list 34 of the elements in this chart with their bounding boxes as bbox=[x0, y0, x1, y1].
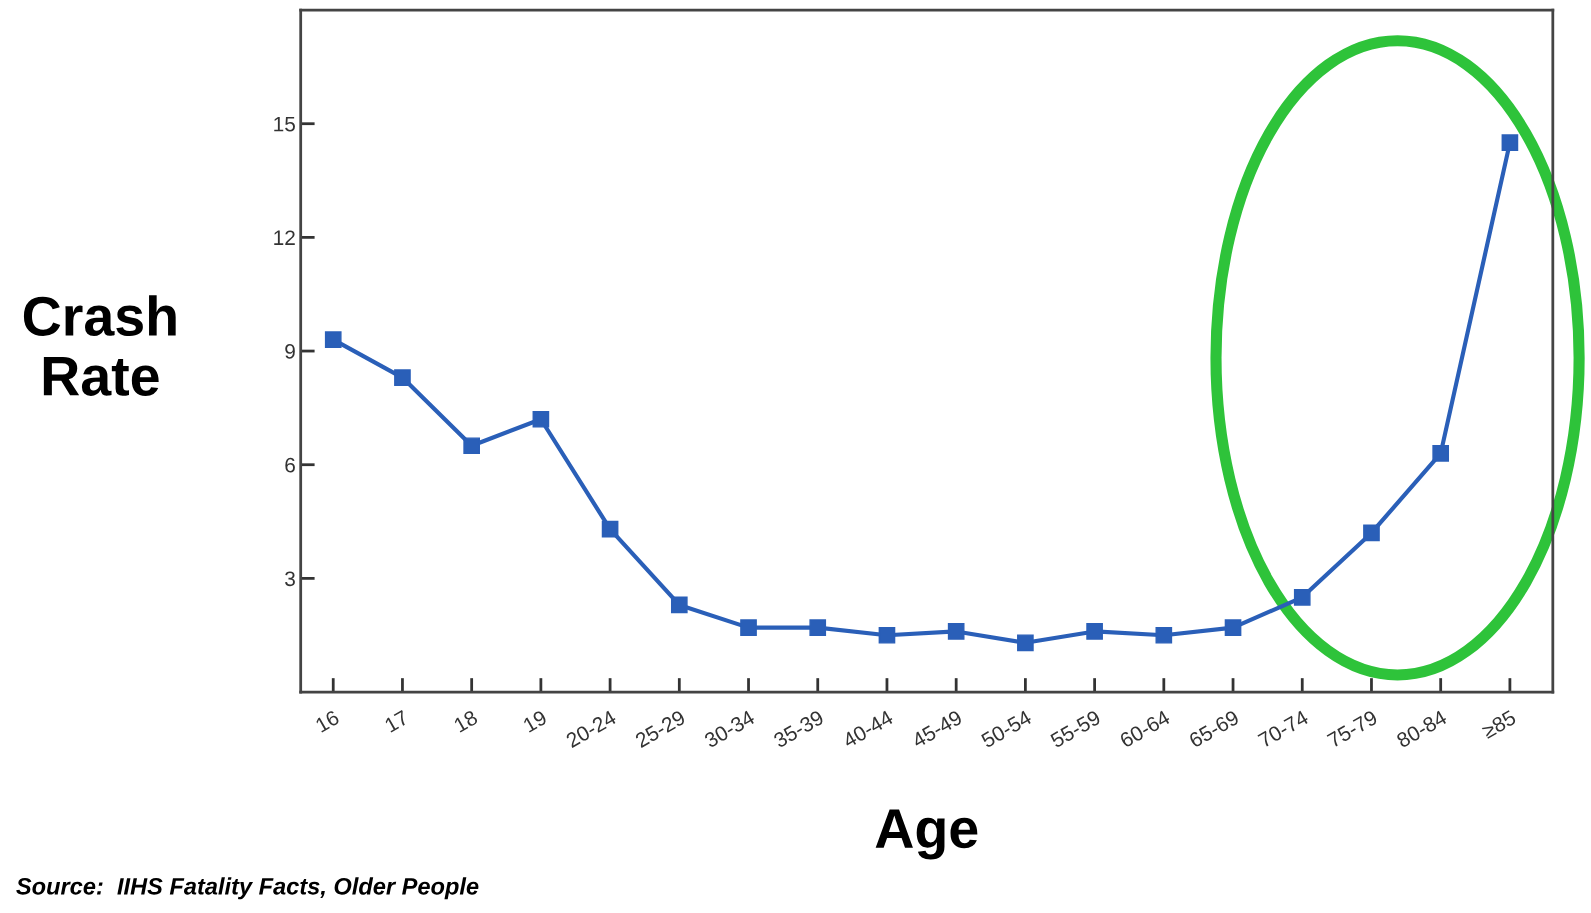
x-tick-label: 40-44 bbox=[841, 709, 895, 749]
point bbox=[878, 626, 896, 644]
source-note: Source: IIHS Fatality Facts, Older People bbox=[16, 877, 479, 900]
x-axis-title: Age bbox=[875, 809, 978, 860]
y-tick-label: 3 bbox=[285, 571, 295, 587]
point bbox=[1363, 524, 1380, 542]
point bbox=[1432, 445, 1450, 462]
point bbox=[947, 623, 965, 640]
y-tick-label: 12 bbox=[274, 230, 295, 245]
point bbox=[324, 331, 342, 349]
point bbox=[809, 619, 827, 636]
x-tick-label: 70-74 bbox=[1257, 709, 1310, 749]
x-tick-label: 18 bbox=[453, 709, 479, 733]
x-tick-label: 19 bbox=[522, 709, 548, 733]
point bbox=[1017, 634, 1034, 652]
x-tick-label: 45-49 bbox=[910, 709, 963, 749]
point bbox=[670, 596, 688, 614]
point bbox=[1224, 619, 1242, 636]
point bbox=[1293, 588, 1311, 606]
y-tick-label: 6 bbox=[285, 457, 295, 473]
y-tick-label: 15 bbox=[274, 116, 295, 132]
point bbox=[463, 437, 480, 455]
y-axis-title: Crash Rate bbox=[23, 295, 176, 396]
point bbox=[601, 520, 619, 538]
x-tick-label: ≥85 bbox=[1480, 709, 1517, 739]
y-tick-label: 9 bbox=[285, 344, 295, 359]
point bbox=[1086, 623, 1103, 640]
x-tick-label: 17 bbox=[384, 709, 410, 733]
point bbox=[394, 369, 411, 386]
point bbox=[740, 619, 757, 636]
point bbox=[1501, 134, 1519, 151]
point bbox=[532, 410, 550, 428]
point bbox=[1155, 626, 1173, 644]
x-tick-label: 16 bbox=[314, 709, 341, 733]
